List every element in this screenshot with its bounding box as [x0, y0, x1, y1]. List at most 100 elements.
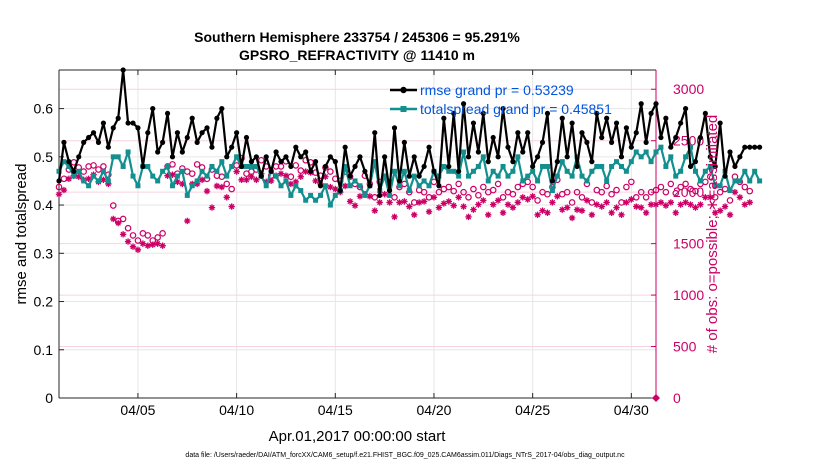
assimilated-obs-point [731, 188, 739, 196]
totalspread-point [470, 168, 476, 174]
x-axis-ticks: 04/05 04/10 04/15 04/20 04/25 04/30 [120, 70, 649, 418]
assimilated-obs-point [559, 206, 566, 213]
assimilated-obs-point [598, 203, 605, 210]
assimilated-obs-point [603, 199, 610, 206]
rmse-point [401, 139, 407, 145]
rmse-point [633, 130, 639, 136]
rmse-point [377, 192, 383, 199]
rmse-point [530, 163, 536, 170]
totalspread-point [313, 197, 319, 203]
possible-obs-point [144, 232, 152, 239]
totalspread-point [219, 159, 225, 165]
assimilated-obs-point [514, 199, 522, 206]
totalspread-point [105, 178, 111, 184]
rmse-point [234, 130, 240, 136]
rmse-point [110, 125, 116, 131]
rmse-point [130, 120, 136, 126]
assimilated-obs-point [381, 191, 388, 198]
legend-spread-label: totalspread grand pr = 0.45851 [420, 101, 612, 117]
totalspread-point [298, 188, 304, 194]
possible-obs-point [475, 191, 482, 199]
totalspread-point [416, 183, 422, 189]
totalspread-point [426, 183, 432, 189]
rmse-point [658, 134, 664, 141]
assimilated-obs-point [238, 176, 245, 184]
totalspread-point [579, 173, 585, 179]
possible-obs-point [371, 194, 379, 201]
rmse-point [599, 134, 605, 141]
possible-obs-point [188, 170, 196, 177]
assimilated-obs-point [174, 178, 181, 186]
totalspread-point [120, 163, 126, 169]
totalspread-point [199, 168, 205, 174]
rmse-point [238, 163, 245, 170]
totalspread-point [179, 168, 185, 174]
rmse-point [549, 178, 555, 184]
totalspread-point [130, 173, 136, 179]
rmse-point [278, 159, 284, 165]
legend-spread-marker [400, 106, 407, 112]
totalspread-point [421, 178, 427, 184]
possible-obs-point [193, 161, 201, 168]
totalspread-point [317, 192, 323, 198]
possible-obs-point [129, 232, 137, 239]
totalspread-point [401, 168, 407, 174]
rmse-point [712, 163, 718, 170]
rmse-point [81, 139, 87, 145]
y-tick-label-left: 0.4 [34, 197, 54, 213]
rmse-point [717, 120, 723, 126]
totalspread-point [500, 163, 506, 169]
rmse-point [86, 134, 92, 141]
possible-obs-point [682, 180, 689, 188]
rmse-point [337, 187, 343, 194]
assimilated-obs-point [341, 182, 349, 190]
assimilated-obs-point [129, 243, 137, 250]
x-tick-label: 04/10 [219, 402, 254, 418]
possible-obs-point [692, 187, 699, 195]
possible-obs-point [445, 183, 453, 191]
rmse-point [332, 159, 338, 165]
assimilated-obs-point [179, 180, 186, 188]
series-totalspread [56, 144, 763, 208]
assimilated-obs-point [509, 204, 517, 211]
totalspread-point [234, 154, 240, 160]
assimilated-obs-point [415, 199, 423, 206]
totalspread-point [56, 168, 62, 174]
totalspread-point [505, 173, 511, 179]
possible-obs-point [578, 194, 586, 201]
totalspread-point [520, 178, 526, 184]
possible-obs-point [598, 188, 606, 196]
totalspread-point [742, 168, 748, 174]
totalspread-point [214, 168, 220, 174]
totalspread-point [125, 149, 131, 155]
rmse-point [500, 105, 506, 112]
rmse-point [490, 134, 496, 141]
rmse-point [683, 105, 689, 112]
totalspread-point [609, 163, 615, 169]
rmse-point [648, 110, 654, 117]
rmse-point [312, 159, 319, 165]
rmse-point [56, 178, 62, 184]
possible-obs-point [568, 199, 576, 206]
rmse-point [426, 144, 432, 150]
assimilated-obs-point [475, 201, 482, 208]
assimilated-obs-point [119, 231, 127, 238]
rmse-point [480, 110, 486, 117]
assimilated-obs-point [420, 198, 428, 205]
assimilated-obs-point [489, 201, 497, 208]
assimilated-obs-point [662, 202, 670, 209]
assimilated-obs-point [282, 172, 290, 179]
totalspread-point [697, 178, 703, 184]
assimilated-obs-point [425, 208, 433, 215]
possible-obs-point [642, 194, 650, 201]
rmse-point [219, 105, 225, 112]
rmse-point [164, 110, 171, 117]
assimilated-obs-point [485, 211, 492, 219]
x-axis-label: Apr.01,2017 00:00:00 start [269, 428, 447, 445]
assimilated-obs-point [573, 206, 581, 213]
rmse-point [125, 120, 131, 126]
possible-obs-point [55, 183, 63, 191]
totalspread-point [243, 163, 249, 169]
possible-obs-point [257, 156, 265, 164]
